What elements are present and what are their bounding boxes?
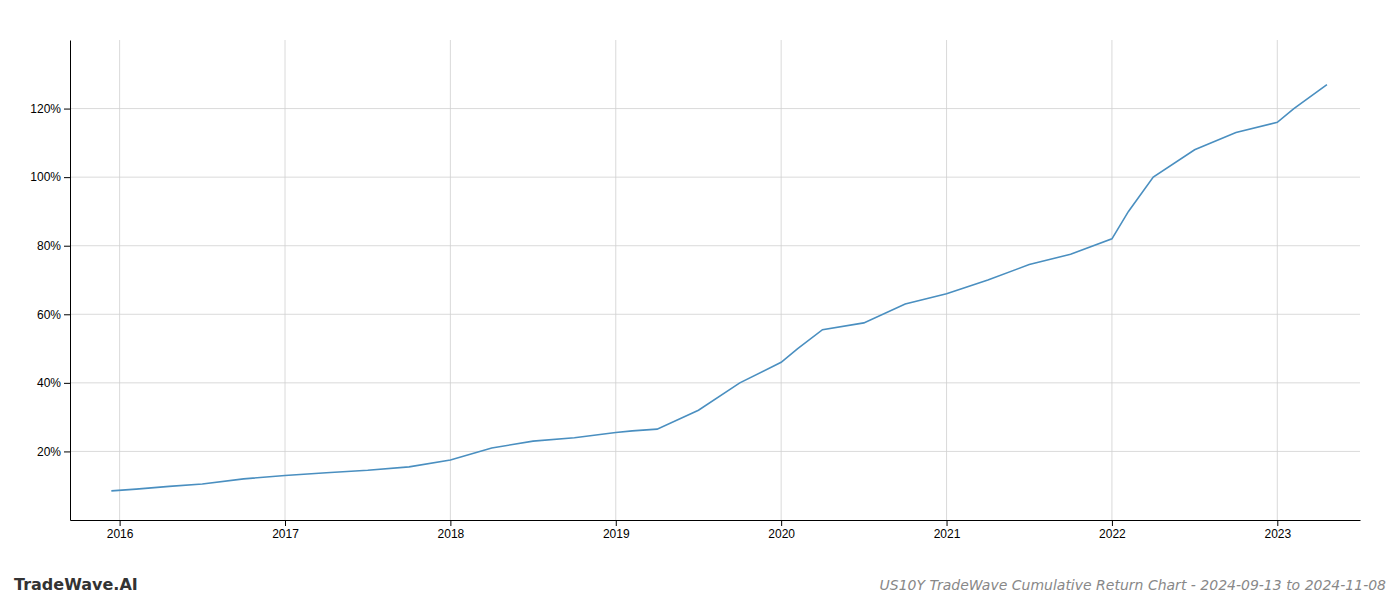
x-tick-mark [285,520,286,526]
x-tick-label: 2022 [1099,527,1126,541]
x-tick-mark [781,520,782,526]
grid-line-x [781,40,782,520]
x-tick-mark [1277,520,1278,526]
y-tick: 100% [30,170,70,184]
grid-line-y [70,382,1360,383]
y-tick-mark [64,383,70,384]
y-tick: 40% [37,376,70,390]
grid-line-x [450,40,451,520]
grid-line-x [615,40,616,520]
x-axis-line [71,520,1361,521]
x-tick: 2020 [768,520,795,541]
grid-line-y [70,177,1360,178]
x-tick-mark [450,520,451,526]
x-tick: 2021 [934,520,961,541]
x-tick-label: 2018 [438,527,465,541]
chart-container: 2016 2017 2018 2019 2020 2021 2022 2023 20% 40% 60… [0,0,1400,600]
x-tick-label: 2017 [272,527,299,541]
y-tick-label: 100% [30,170,61,184]
y-tick: 20% [37,445,70,459]
y-tick-label: 20% [37,445,61,459]
x-tick-label: 2023 [1264,527,1291,541]
x-tick: 2018 [438,520,465,541]
data-line [111,85,1327,491]
y-tick: 80% [37,239,70,253]
x-tick-label: 2019 [603,527,630,541]
y-tick-mark [64,109,70,110]
x-tick: 2019 [603,520,630,541]
y-tick: 120% [30,102,70,116]
grid [70,40,1360,520]
grid-line-y [70,245,1360,246]
x-tick: 2022 [1099,520,1126,541]
x-tick-mark [1112,520,1113,526]
x-axis: 2016 2017 2018 2019 2020 2021 2022 2023 [71,520,1361,541]
y-tick-mark [64,246,70,247]
y-tick-mark [64,177,70,178]
x-tick: 2016 [107,520,134,541]
y-tick-mark [64,451,70,452]
x-tick-mark [616,520,617,526]
x-tick: 2023 [1264,520,1291,541]
y-tick-label: 60% [37,308,61,322]
grid-line-y [70,451,1360,452]
x-tick: 2017 [272,520,299,541]
y-tick-label: 40% [37,376,61,390]
grid-line-y [70,314,1360,315]
watermark: TradeWave.AI [14,575,138,594]
y-tick-label: 80% [37,239,61,253]
y-axis-line [70,41,71,521]
grid-line-x [1111,40,1112,520]
x-tick-mark [947,520,948,526]
grid-line-y [70,108,1360,109]
y-tick-mark [64,314,70,315]
y-axis: 20% 40% 60% 80% 100% 120% [30,41,70,521]
x-tick-label: 2020 [768,527,795,541]
chart-svg: 2016 2017 2018 2019 2020 2021 2022 2023 20% 40% 60… [0,0,1400,600]
y-tick-label: 120% [30,102,61,116]
plot-area: 2016 2017 2018 2019 2020 2021 2022 2023 20% 40% 60… [30,40,1360,541]
x-tick-label: 2016 [107,527,134,541]
x-tick-mark [120,520,121,526]
x-tick-label: 2021 [934,527,961,541]
grid-line-x [285,40,286,520]
marks [111,85,1327,491]
y-tick: 60% [37,308,70,322]
grid-line-x [1277,40,1278,520]
grid-line-x [946,40,947,520]
chart-title: US10Y TradeWave Cumulative Return Chart … [880,577,1387,593]
grid-line-x [119,40,120,520]
